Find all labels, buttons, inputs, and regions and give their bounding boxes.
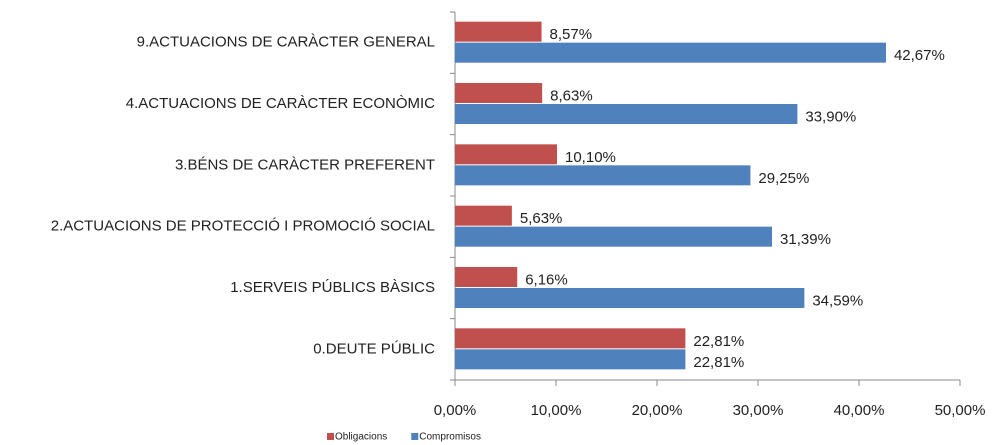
bar — [455, 104, 798, 124]
bar — [455, 205, 512, 226]
value-label: 8,57% — [550, 26, 593, 43]
bar — [455, 328, 686, 349]
value-label: 42,67% — [894, 47, 945, 64]
x-tick-label: 40,00% — [834, 402, 885, 419]
y-tick-label: 2.ACTUACIONS DE PROTECCIÓ I PROMOCIÓ SOC… — [51, 218, 435, 235]
value-label: 34,59% — [812, 292, 863, 309]
x-tick-label: 20,00% — [632, 402, 683, 419]
value-label: 22,81% — [693, 333, 744, 350]
legend-label: Compromisos — [419, 432, 481, 443]
x-tick-label: 30,00% — [733, 402, 784, 419]
value-label: 6,16% — [525, 271, 568, 288]
value-label: 8,63% — [550, 87, 593, 104]
value-label: 29,25% — [758, 170, 809, 187]
y-tick-label: 3.BÉNS DE CARÀCTER PREFERENT — [175, 156, 435, 173]
y-tick-label: 4.ACTUACIONS DE CARÀCTER ECONÒMIC — [126, 95, 435, 112]
x-tick-label: 0,00% — [434, 402, 477, 419]
legend-swatch — [411, 433, 419, 440]
bar — [455, 288, 805, 308]
bar — [455, 165, 751, 186]
value-label: 33,90% — [805, 108, 856, 125]
value-label: 10,10% — [565, 149, 616, 166]
value-label: 5,63% — [520, 210, 563, 227]
bar — [455, 267, 518, 287]
bar — [455, 226, 773, 247]
x-tick-label: 10,00% — [531, 402, 582, 419]
bar — [455, 144, 558, 165]
bar — [455, 21, 542, 42]
y-tick-label: 0.DEUTE PÚBLIC — [313, 340, 435, 357]
bar — [455, 42, 886, 63]
legend-swatch — [327, 433, 334, 440]
bar — [455, 83, 543, 103]
x-tick-label: 50,00% — [935, 402, 986, 419]
value-label: 22,81% — [693, 354, 744, 371]
y-tick-label: 9.ACTUACIONS DE CARÀCTER GENERAL — [137, 34, 435, 51]
legend-label: Obligacions — [335, 432, 387, 443]
bar — [455, 349, 686, 370]
value-label: 31,39% — [780, 231, 831, 248]
y-tick-label: 1.SERVEIS PÚBLICS BÀSICS — [230, 279, 435, 296]
